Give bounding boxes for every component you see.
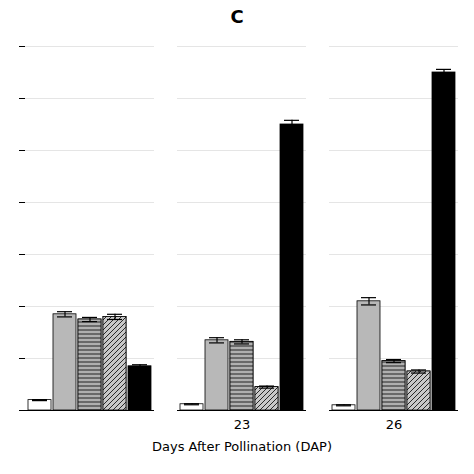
svg-text:26: 26: [386, 417, 403, 432]
svg-text:Days After Pollination (DAP): Days After Pollination (DAP): [152, 439, 332, 454]
html-text:C: C: [230, 6, 244, 27]
svg-text:23: 23: [234, 417, 251, 432]
